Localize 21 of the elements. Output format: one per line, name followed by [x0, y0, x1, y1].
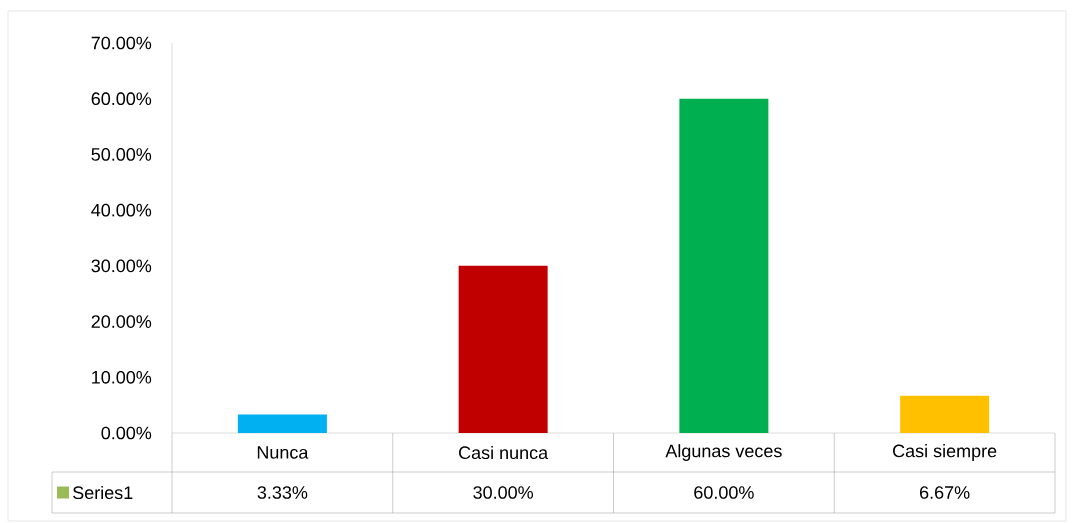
text: Series1 — [73, 485, 133, 500]
data-label: 3.33% — [257, 486, 308, 499]
data-label: 60.00% — [694, 486, 754, 499]
y-tick-label: 0.00% — [101, 426, 152, 440]
bar — [679, 98, 769, 433]
y-tick-label: 20.00% — [91, 315, 152, 328]
data-label: 30.00% — [473, 486, 533, 499]
bar — [458, 265, 548, 433]
bar — [237, 414, 327, 433]
x-tick-label: Algunas veces — [665, 444, 782, 461]
y-tick-label: 40.00% — [91, 203, 152, 217]
y-tick-label: 70.00% — [91, 36, 152, 50]
y-tick-label: 60.00% — [91, 92, 152, 106]
y-tick-label: 50.00% — [91, 148, 152, 161]
x-tick-label: Nunca — [257, 446, 309, 459]
y-tick-label: 10.00% — [92, 370, 152, 384]
y-tick-label: 30.00% — [91, 259, 152, 273]
bar — [900, 395, 990, 433]
x-tick-label: Casi siempre — [893, 444, 997, 461]
x-tick-label: Casi nunca — [459, 445, 549, 460]
data-label: 6.67% — [920, 486, 970, 499]
